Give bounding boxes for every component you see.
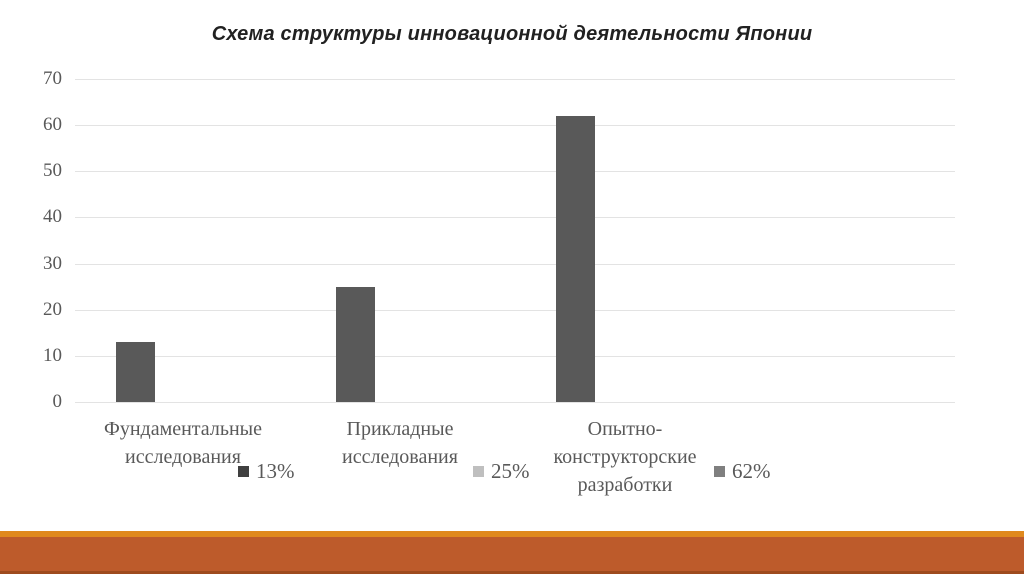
legend-swatch [473,465,484,477]
legend-label: 62% [732,459,771,483]
chart-title: Схема структуры инновационной деятельнос… [211,23,813,45]
legend-label: 25% [491,459,530,483]
y-tick-label: 50 [43,160,62,182]
category-label: Фундаментальные исследования [104,418,262,468]
y-tick-label: 70 [43,68,62,89]
y-tick-label: 30 [43,252,62,274]
legend-item: 62% [714,460,771,482]
gridline [75,171,955,173]
footer-accent-stripe [0,531,1024,537]
gridline [75,355,955,357]
footer-edge [0,571,1024,574]
gridline [75,217,955,219]
legend-item: 13% [238,460,295,482]
gridline [75,309,955,311]
gridline [75,263,955,265]
category-label: Опытно- конструкторские разработки [553,418,697,496]
bar [336,286,375,402]
bar [556,115,595,402]
gridline [75,402,955,403]
y-tick-label: 20 [43,298,62,320]
y-tick-label: 60 [43,114,62,136]
gridline [75,79,955,80]
y-tick-label: 40 [43,206,62,228]
gridline [75,125,955,127]
legend-label: 13% [256,459,295,483]
category-label: Прикладные исследования [342,418,458,468]
legend-swatch [714,465,725,477]
bar [116,342,155,402]
footer-band [0,537,1024,574]
legend-swatch [238,465,249,477]
y-tick-label: 10 [43,344,62,366]
legend-item: 25% [473,460,530,482]
y-tick-label: 0 [52,391,63,412]
